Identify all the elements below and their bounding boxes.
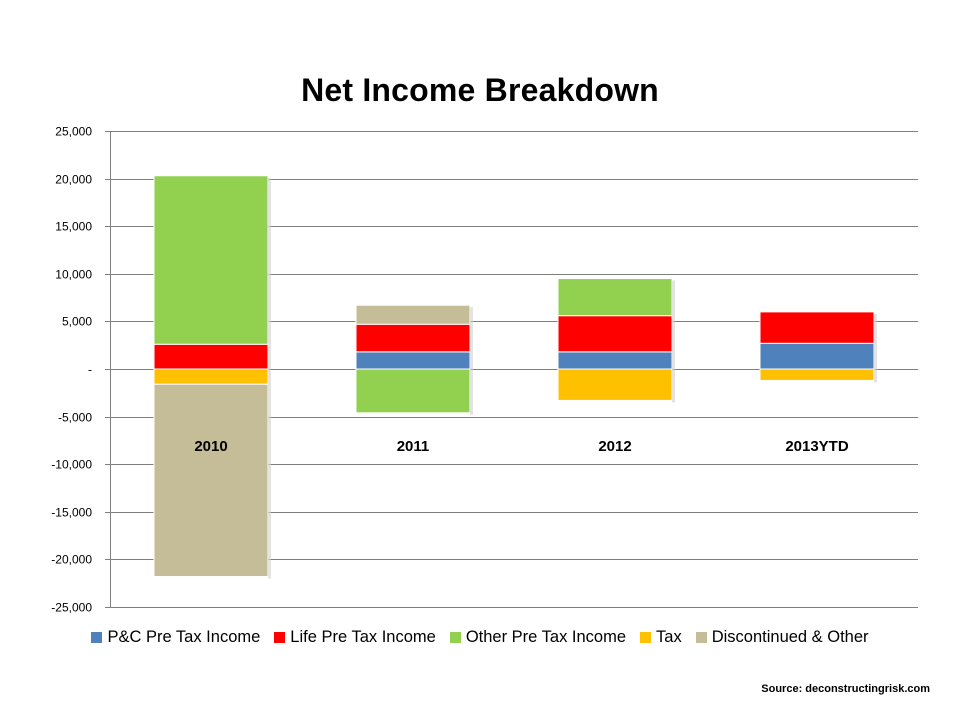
- bar-segment: [557, 278, 673, 317]
- legend-item: P&C Pre Tax Income: [91, 628, 260, 647]
- legend-swatch: [695, 632, 707, 643]
- bar-segment: [153, 343, 269, 370]
- bar-shadow: [672, 280, 675, 403]
- y-tick-label: -15,000: [51, 506, 92, 520]
- legend-swatch: [91, 632, 103, 643]
- legend-item: Tax: [640, 628, 682, 647]
- legend-label: P&C Pre Tax Income: [107, 628, 261, 646]
- y-tick-label: -25,000: [51, 601, 92, 615]
- bar-segment: [355, 351, 471, 370]
- bar-shadow: [874, 313, 877, 383]
- bar-segment: [557, 368, 673, 401]
- legend-swatch: [640, 632, 652, 643]
- bar-segment: [153, 175, 269, 345]
- bar-segment: [759, 342, 875, 370]
- x-category-label: 2012: [598, 438, 631, 455]
- y-tick-label: -20,000: [51, 553, 92, 567]
- legend-label: Discontinued & Other: [711, 628, 869, 646]
- legend-swatch: [274, 632, 286, 643]
- legend-swatch: [449, 632, 461, 643]
- legend-item: Discontinued & Other: [695, 628, 869, 647]
- y-tick-label: -: [88, 363, 92, 377]
- bar-segment: [759, 368, 875, 381]
- y-tick-label: 10,000: [55, 268, 92, 282]
- category-labels: 2010 2011 2012 2013YTD: [194, 438, 849, 455]
- y-tick-label: 5,000: [62, 315, 92, 329]
- bar-segment: [355, 304, 471, 325]
- legend-item: Life Pre Tax Income: [274, 628, 436, 647]
- legend-label: Tax: [656, 628, 682, 646]
- bar-segment: [355, 323, 471, 353]
- x-category-label: 2010: [194, 438, 227, 455]
- source-note: Source: deconstructingrisk.com: [761, 683, 930, 695]
- bar-shadow: [470, 307, 473, 415]
- bar-segment: [355, 368, 471, 414]
- bar-segment: [557, 351, 673, 370]
- y-tick-label: 15,000: [55, 220, 92, 234]
- legend: P&C Pre Tax Income Life Pre Tax Income Oth…: [0, 628, 960, 647]
- y-tick-label: -5,000: [58, 411, 92, 425]
- legend-label: Other Pre Tax Income: [465, 628, 627, 646]
- bar-segment: [759, 311, 875, 344]
- y-tick-label: 20,000: [55, 173, 92, 187]
- x-category-label: 2013YTD: [785, 438, 849, 455]
- bar-segment: [153, 368, 269, 385]
- y-tick-label: -10,000: [51, 458, 92, 472]
- bar-segment: [153, 383, 269, 578]
- legend-label: Life Pre Tax Income: [290, 628, 436, 646]
- bars: [153, 175, 877, 579]
- legend-item: Other Pre Tax Income: [449, 628, 627, 647]
- axes: 25,000 20,000 15,000 10,000 5,000 - -5,000 -10,…: [51, 125, 111, 615]
- bar-segment: [557, 315, 673, 353]
- x-category-label: 2011: [397, 438, 430, 455]
- bar-shadow: [268, 177, 271, 579]
- chart-title: Net Income Breakdown: [301, 72, 659, 108]
- y-tick-label: 25,000: [55, 125, 92, 139]
